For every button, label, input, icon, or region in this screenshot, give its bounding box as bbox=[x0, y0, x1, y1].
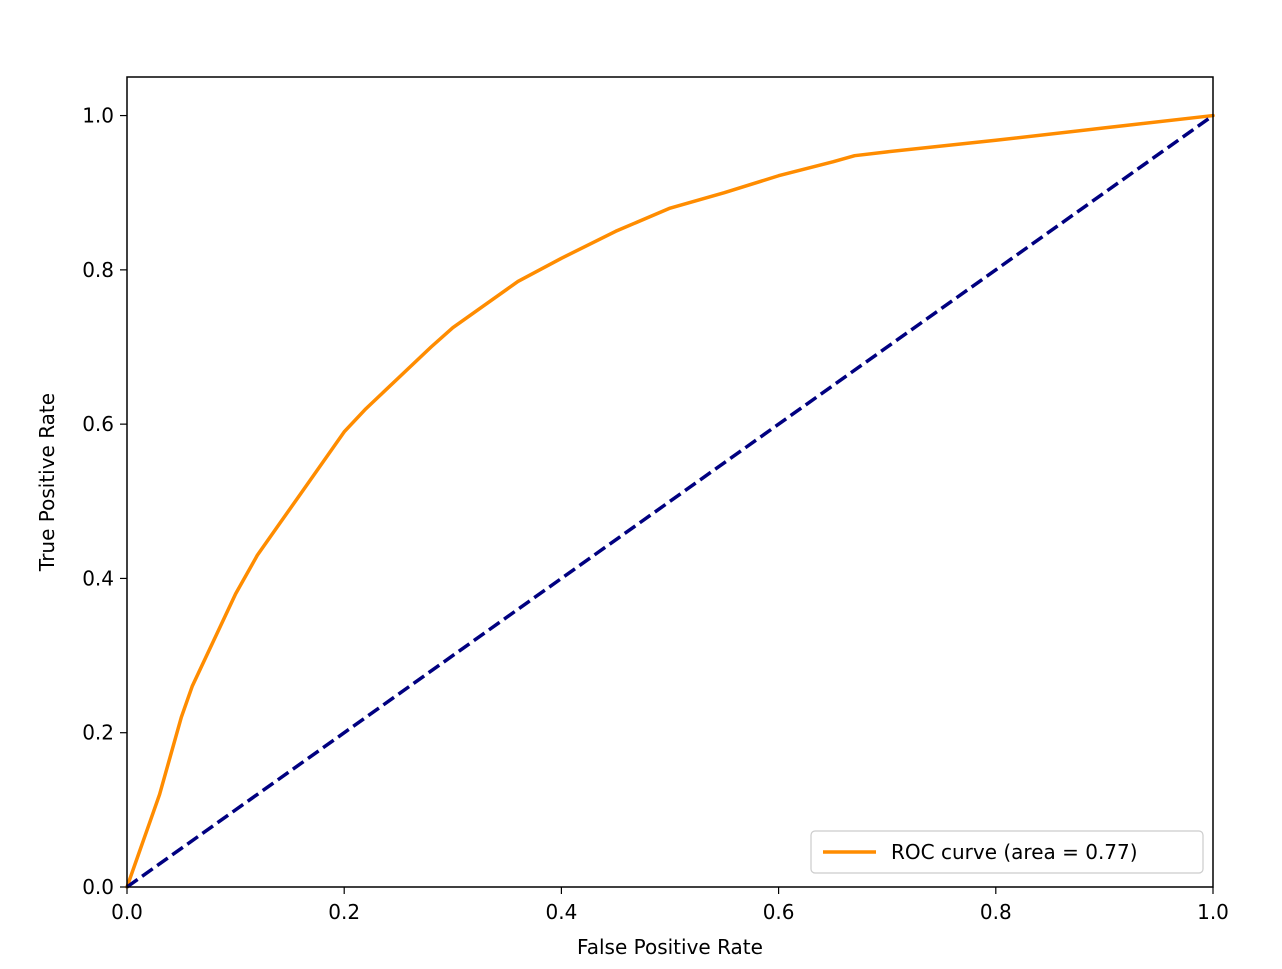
series-layer bbox=[125, 113, 1215, 889]
y-tick-label: 0.4 bbox=[82, 566, 114, 590]
axes-background bbox=[127, 77, 1213, 887]
y-tick-label: 0.6 bbox=[82, 412, 114, 436]
chance-diagonal-line bbox=[125, 114, 1215, 889]
plot-area bbox=[125, 76, 1215, 889]
x-tick-label: 1.0 bbox=[1197, 900, 1229, 924]
legend: ROC curve (area = 0.77) bbox=[810, 830, 1204, 874]
x-tick-label: 0.4 bbox=[545, 900, 577, 924]
y-tick-label: 1.0 bbox=[82, 104, 114, 128]
x-tick-label: 0.8 bbox=[980, 900, 1012, 924]
x-axis-ticks: 0.0 0.2 0.4 0.6 0.8 1.0 bbox=[111, 887, 1229, 924]
x-tick-label: 0.0 bbox=[111, 900, 143, 924]
roc-curve-line bbox=[125, 113, 1215, 889]
y-tick-label: 0.8 bbox=[82, 258, 114, 282]
x-tick-label: 0.6 bbox=[763, 900, 795, 924]
x-tick-label: 0.2 bbox=[328, 900, 360, 924]
x-axis-label: False Positive Rate bbox=[577, 935, 763, 959]
y-axis-label: True Positive Rate bbox=[35, 393, 59, 572]
y-axis-ticks: 0.0 0.2 0.4 0.6 0.8 1.0 bbox=[82, 104, 127, 899]
legend-box bbox=[810, 830, 1204, 874]
y-tick-label: 0.2 bbox=[82, 721, 114, 745]
legend-label-roc-curve: ROC curve (area = 0.77) bbox=[891, 840, 1138, 864]
axes-frame bbox=[126, 76, 1214, 888]
y-tick-label: 0.0 bbox=[82, 875, 114, 899]
